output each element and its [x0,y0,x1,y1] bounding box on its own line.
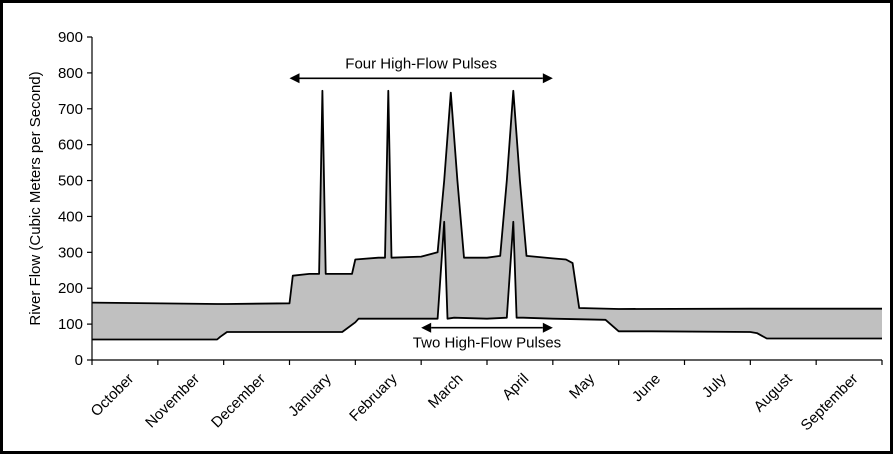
annotations: Four High-Flow Pulses Two High-Flow Pulse… [289,55,561,352]
x-tick-label: November [142,370,203,431]
plot-area [91,89,882,341]
y-tick-label: 700 [58,101,83,118]
x-tick-label: March [425,370,466,411]
annotation-arrowhead-right [542,322,553,333]
y-tick-label: 800 [58,65,83,82]
y-tick-label: 100 [58,316,83,333]
y-tick-label: 600 [58,137,83,154]
x-tick-label: January [285,370,335,420]
x-tick-label: May [566,370,598,402]
y-axis-title: River Flow (Cubic Meters per Second) [27,71,44,325]
lower-flow-line [92,220,882,341]
annotation-arrowhead-right [542,73,553,84]
x-tick-label: October [88,370,138,420]
x-tick-label: December [208,370,269,431]
x-tick-label: February [346,370,401,425]
y-tick-label: 0 [75,352,83,369]
upper-flow-line [91,89,882,310]
annotation-arrowhead-left [289,73,300,84]
x-tick-label: June [629,370,664,405]
flow-band-area [92,90,882,340]
annotation-arrowhead-left [421,322,432,333]
y-tick-label: 400 [58,208,83,225]
x-tick-label: April [499,370,532,403]
y-tick-label: 200 [58,280,83,297]
y-tick-label: 500 [58,173,83,190]
x-tick-label: August [751,370,797,416]
annotation-label: Two High-Flow Pulses [413,335,561,352]
x-axis: October November December January February Ma… [88,359,883,434]
y-tick-label: 300 [58,244,83,261]
y-tick-label: 900 [58,29,83,46]
annotation-label: Four High-Flow Pulses [345,55,497,72]
y-axis: 0 100 200 300 400 500 600 700 800 900 [58,29,93,369]
x-tick-label: July [699,370,730,401]
x-tick-label: September [798,370,862,434]
